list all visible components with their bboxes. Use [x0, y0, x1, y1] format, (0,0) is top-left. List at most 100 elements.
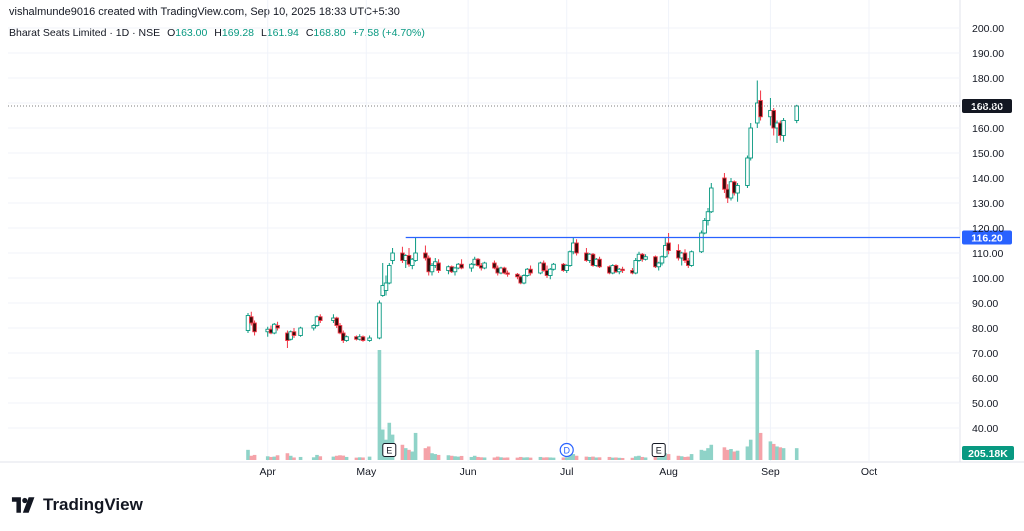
candle-body — [781, 120, 786, 136]
volume-bar — [515, 457, 520, 460]
candle-body — [272, 323, 277, 334]
volume-bar — [564, 457, 569, 460]
candle-body — [574, 242, 579, 254]
candle-body — [709, 187, 714, 213]
candle-body — [699, 232, 704, 253]
earnings-marker-text: E — [656, 446, 662, 456]
volume-bars — [246, 350, 799, 460]
price-axis[interactable]: 200.00 190.00 180.00 170.00 160.00 150.00 140.… — [972, 23, 1004, 435]
price-chart[interactable]: 116.20 168.80 205.18K E D E 200.00 190.00 180.0… — [0, 0, 1024, 490]
volume-bar — [748, 439, 753, 460]
volume-bar — [315, 454, 319, 460]
y-tick-label: 130.00 — [972, 198, 1004, 210]
candle-body — [377, 302, 382, 339]
volume-bar — [775, 446, 779, 460]
volume-bar — [584, 456, 589, 460]
candle-body — [515, 273, 520, 278]
volume-bar — [285, 453, 290, 460]
volume-bar — [459, 455, 464, 460]
volume-bar — [413, 432, 418, 460]
volume-bar — [709, 444, 714, 460]
volume-bar — [269, 456, 273, 460]
volume-bar — [453, 456, 457, 460]
low-value: 161.94 — [266, 27, 299, 39]
candle-body — [643, 256, 648, 260]
volume-bar — [689, 454, 694, 460]
volume-badge — [962, 446, 1014, 460]
candle-body — [360, 336, 366, 341]
volume-bar — [525, 457, 530, 460]
volume-bar — [732, 451, 737, 460]
last-price-badge — [962, 99, 1012, 113]
candle-body — [505, 272, 510, 275]
y-tick-label: 70.00 — [972, 348, 998, 360]
volume-bar — [400, 444, 405, 460]
ohlc-legend: Bharat Seats Limited · 1D · NSE O163.00 … — [9, 27, 425, 39]
candle-body — [482, 262, 487, 269]
volume-bar — [275, 455, 280, 460]
candle-body — [620, 268, 625, 271]
volume-bar — [528, 457, 533, 460]
volume-bar — [252, 454, 257, 460]
volume-bar — [407, 449, 411, 460]
volume-bar — [331, 456, 336, 460]
candle-body — [597, 258, 602, 268]
y-tick-label: 90.00 — [972, 298, 998, 310]
volume-bar — [640, 456, 645, 460]
change-value: +7.58 (+4.70%) — [352, 27, 425, 39]
candle-body — [702, 220, 707, 234]
volume-bar — [479, 457, 484, 460]
level-price-text: 116.20 — [971, 233, 1003, 245]
volume-bar — [794, 448, 799, 460]
x-tick-label: Apr — [260, 466, 277, 478]
volume-bar — [249, 455, 254, 460]
candle-body — [436, 262, 441, 271]
candle-body — [390, 252, 395, 261]
y-tick-label: 200.00 — [972, 23, 1004, 35]
y-tick-label: 80.00 — [972, 323, 998, 335]
candle-body — [682, 252, 688, 261]
dividend-marker-text: D — [563, 446, 570, 456]
volume-bar — [771, 443, 776, 460]
volume-bar — [778, 447, 783, 460]
volume-bar — [568, 454, 572, 460]
earnings-marker-text: E — [386, 446, 392, 456]
candle-body — [564, 265, 569, 271]
candle-body — [745, 157, 750, 186]
volume-bar — [292, 457, 296, 460]
candle-body — [344, 336, 349, 341]
volume-bar — [426, 446, 431, 460]
tradingview-logo-icon — [11, 497, 35, 513]
candle-body — [735, 185, 740, 194]
dividend-marker — [559, 442, 574, 458]
earnings-marker — [382, 443, 397, 457]
y-tick-label: 110.00 — [972, 248, 1003, 260]
volume-bar — [288, 455, 293, 460]
open-label: O — [167, 27, 176, 39]
volume-bar — [594, 457, 599, 460]
tradingview-logo[interactable]: TradingView — [10, 495, 143, 515]
volume-bar — [676, 455, 681, 460]
x-tick-label: May — [356, 466, 377, 478]
candle-body — [659, 256, 665, 264]
candle-body — [666, 242, 671, 251]
candle-body — [794, 105, 799, 121]
volume-bar — [311, 457, 316, 460]
time-axis[interactable]: Apr May Jun Jul Aug Sep Oct — [260, 466, 878, 478]
volume-bar — [436, 454, 441, 460]
y-tick-label: 150.00 — [972, 148, 1004, 160]
volume-bar — [637, 455, 641, 460]
volume-bar — [574, 455, 579, 460]
volume-bar — [610, 457, 615, 460]
volume-bar — [683, 456, 687, 460]
volume-bar — [545, 457, 549, 460]
volume-bar — [433, 454, 438, 460]
candle-body — [383, 282, 389, 291]
symbol-name: Bharat Seats Limited · 1D · NSE — [9, 27, 161, 39]
volume-bar — [341, 455, 346, 460]
volume-bar — [357, 457, 362, 460]
volume-bar — [344, 456, 349, 460]
volume-bar — [656, 457, 661, 460]
volume-bar — [630, 457, 635, 460]
high-label: H — [214, 27, 222, 39]
